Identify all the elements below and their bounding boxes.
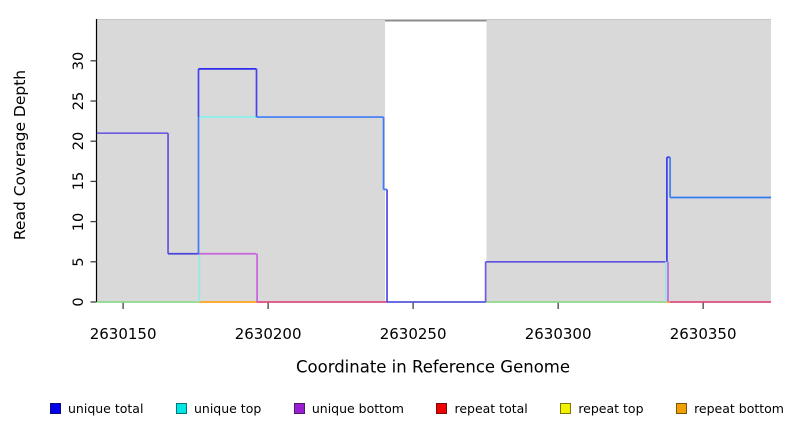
x-tick-label: 2630300	[524, 325, 592, 343]
legend-entry: repeat bottom	[676, 401, 784, 416]
legend-swatch-icon	[293, 402, 305, 414]
y-tick-label: 0	[71, 297, 87, 307]
y-tick-label: 30	[71, 51, 87, 71]
x-tick-label: 2630250	[379, 325, 447, 343]
legend-swatch-icon	[175, 402, 187, 414]
legend-label: repeat bottom	[694, 400, 784, 416]
legend-entry: unique total	[50, 401, 143, 416]
y-tick-label: 20	[71, 131, 87, 151]
legend-entry: repeat total	[436, 400, 528, 416]
legend-swatch-icon	[676, 402, 688, 414]
legend-entry: repeat top	[560, 400, 644, 416]
legend-label: unique total	[68, 400, 144, 416]
legend-label: repeat total	[454, 400, 528, 416]
y-tick-label: 5	[71, 257, 87, 267]
x-tick-label: 2630200	[234, 325, 302, 343]
x-tick-label: 2630150	[89, 325, 157, 343]
legend-entry: unique top	[175, 400, 262, 416]
y-axis-title: Read Coverage Depth	[11, 69, 29, 241]
legend-label: unique top	[193, 400, 262, 416]
legend-label: repeat top	[578, 400, 644, 416]
x-tick-label: 2630350	[669, 325, 737, 343]
x-axis-title: Coordinate in Reference Genome	[295, 357, 571, 377]
legend-entry: unique bottom	[293, 400, 404, 416]
legend-label: unique bottom	[311, 400, 404, 416]
legend: unique total unique top unique bottom repea…	[50, 398, 784, 418]
masked-region	[384, 19, 487, 302]
y-tick-label: 15	[71, 172, 87, 191]
y-tick-label: 10	[71, 212, 87, 231]
legend-swatch-icon	[50, 402, 61, 414]
y-tick-label: 25	[71, 91, 87, 111]
legend-swatch-icon	[436, 402, 448, 414]
legend-swatch-icon	[560, 402, 572, 414]
